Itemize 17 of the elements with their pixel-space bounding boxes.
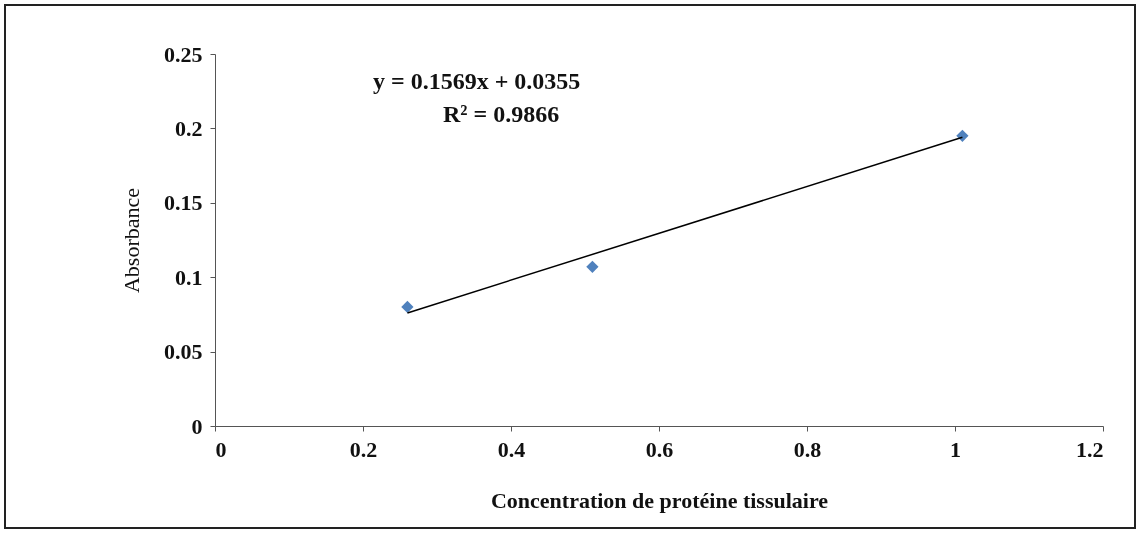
y-tick-label: 0.05	[164, 339, 203, 365]
y-tick-label: 0.15	[164, 190, 203, 216]
x-tick-label: 0.2	[349, 436, 378, 462]
x-tick-label: 0.6	[645, 436, 674, 462]
x-axis-title: Concentration de protéine tissulaire	[490, 487, 829, 513]
y-axis-title: Absorbance	[119, 187, 144, 294]
x-tick-label: 0.8	[793, 436, 822, 462]
x-tick-label: 0	[215, 436, 227, 462]
x-tick-label: 0.4	[497, 436, 526, 462]
y-tick-label: 0.2	[175, 115, 203, 141]
x-tick-label: 1	[950, 436, 961, 462]
y-tick-label: 0.25	[164, 41, 203, 67]
x-tick-label: 1.2	[1076, 436, 1104, 462]
annotation: y = 0.1569x + 0.0355	[373, 68, 581, 94]
y-tick-label: 0.1	[175, 264, 203, 290]
y-tick-label: 0	[191, 413, 203, 439]
annotation: R² = 0.9866	[443, 101, 560, 127]
